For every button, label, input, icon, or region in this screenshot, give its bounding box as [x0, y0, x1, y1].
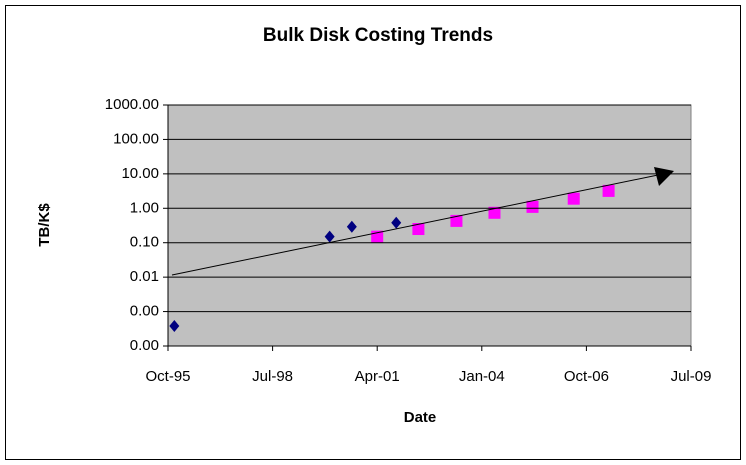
x-tick-label: Jan-04: [459, 368, 505, 385]
diamond-marker: [346, 220, 357, 233]
square-marker: [488, 206, 501, 219]
y-axis-label: TB/K$: [36, 203, 53, 247]
y-tick-label: 0.10: [130, 234, 159, 251]
plot-area: [167, 104, 692, 347]
x-tick-label: Oct-06: [564, 368, 609, 385]
x-tick-label: Jul-98: [252, 368, 293, 385]
y-tick-label: 0.00: [130, 337, 159, 354]
x-tick-label: Oct-95: [145, 368, 190, 385]
square-marker: [450, 214, 463, 227]
y-tick-label: 1000.00: [105, 96, 159, 113]
x-tick-label: Jul-09: [671, 368, 712, 385]
x-tick-label: Apr-01: [355, 368, 400, 385]
marks: [169, 184, 615, 333]
arrow-head: [654, 167, 674, 186]
diamond-marker: [169, 320, 180, 333]
square-marker: [602, 184, 615, 197]
diamond-marker: [324, 230, 335, 243]
x-axis-label: Date: [404, 409, 437, 426]
y-tick-label: 1.00: [130, 199, 159, 216]
y-tick-label: 100.00: [113, 130, 159, 147]
square-marker: [412, 223, 425, 236]
y-tick-label: 0.00: [130, 303, 159, 320]
diamond-marker: [391, 216, 402, 229]
y-tick-label: 10.00: [121, 165, 159, 182]
trend-arrow: [171, 167, 674, 276]
square-marker: [567, 192, 580, 205]
square-marker: [526, 200, 539, 213]
chart-title: Bulk Disk Costing Trends: [263, 25, 493, 46]
y-tick-label: 0.01: [130, 268, 159, 285]
trend-line: [171, 174, 659, 276]
